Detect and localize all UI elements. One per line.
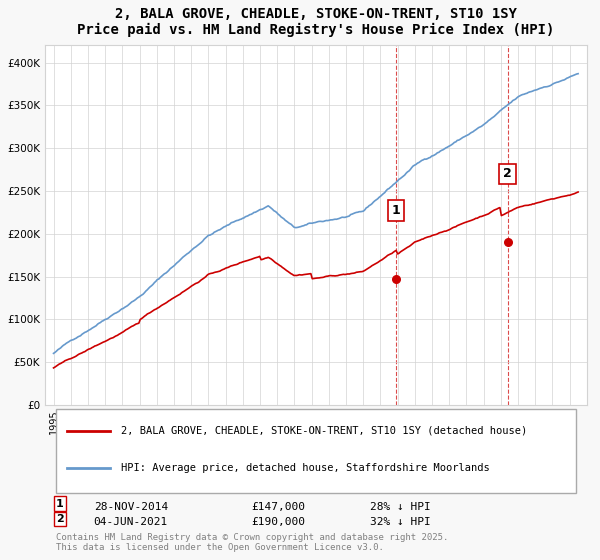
Point <box>391 274 401 283</box>
Title: 2, BALA GROVE, CHEADLE, STOKE-ON-TRENT, ST10 1SY
Price paid vs. HM Land Registry: 2, BALA GROVE, CHEADLE, STOKE-ON-TRENT, … <box>77 7 554 38</box>
Text: £190,000: £190,000 <box>251 517 305 527</box>
FancyBboxPatch shape <box>56 409 576 493</box>
Text: £147,000: £147,000 <box>251 502 305 511</box>
Text: 2: 2 <box>56 514 64 524</box>
Text: 28% ↓ HPI: 28% ↓ HPI <box>370 502 431 511</box>
Text: 32% ↓ HPI: 32% ↓ HPI <box>370 517 431 527</box>
Text: 28-NOV-2014: 28-NOV-2014 <box>94 502 168 511</box>
Text: 1: 1 <box>56 498 64 508</box>
Text: 04-JUN-2021: 04-JUN-2021 <box>94 517 168 527</box>
Text: 1: 1 <box>391 204 400 217</box>
Text: 2, BALA GROVE, CHEADLE, STOKE-ON-TRENT, ST10 1SY (detached house): 2, BALA GROVE, CHEADLE, STOKE-ON-TRENT, … <box>121 426 527 436</box>
Text: Contains HM Land Registry data © Crown copyright and database right 2025.
This d: Contains HM Land Registry data © Crown c… <box>56 533 448 552</box>
Point <box>503 238 512 247</box>
Text: HPI: Average price, detached house, Staffordshire Moorlands: HPI: Average price, detached house, Staf… <box>121 463 490 473</box>
Text: 2: 2 <box>503 167 512 180</box>
